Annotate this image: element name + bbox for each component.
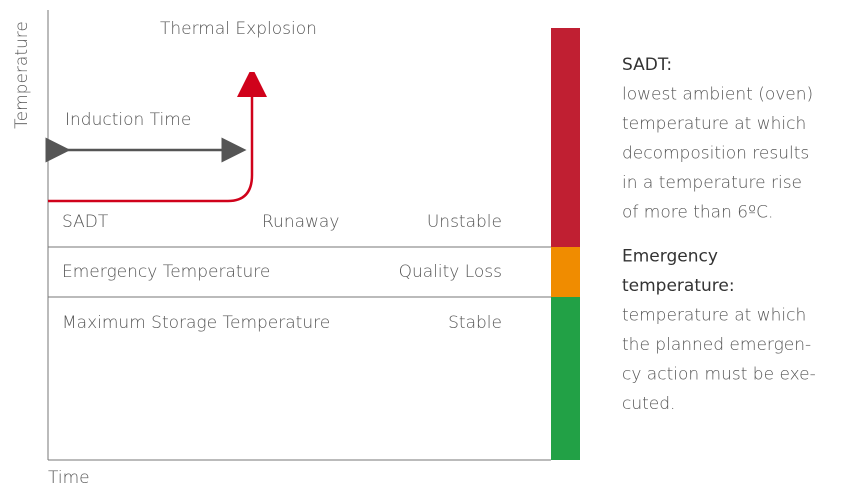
annotation: Thermal Explosion [160, 19, 317, 39]
y-axis-label: Temperature [12, 21, 32, 129]
zone-label: Runaway [262, 212, 339, 232]
definition-line: the planned emergen- [622, 335, 811, 355]
zone-label: SADT [62, 212, 109, 232]
zone-label: Quality Loss [399, 262, 502, 282]
zone-bar-orange [551, 247, 580, 297]
x-axis-label: Time [48, 468, 90, 488]
definition-line: cy action must be exe- [622, 365, 816, 385]
definition-line: temperature at which [622, 114, 806, 134]
definition-term: temperature: [622, 276, 735, 296]
temperature-curve [48, 82, 252, 203]
definition-line: of more than 6ºC. [622, 203, 773, 223]
definition-term: SADT: [622, 55, 672, 75]
definition-line: temperature at which [622, 306, 806, 326]
definition-line: lowest ambient (oven) [622, 85, 813, 105]
annotation: Induction Time [65, 110, 191, 130]
definition-line: cuted. [622, 394, 675, 414]
zone-label: Stable [448, 313, 502, 333]
zone-label: Emergency Temperature [62, 262, 270, 282]
zone-bar-green [551, 297, 580, 460]
definition-line: in a temperature rise [622, 173, 802, 193]
zone-label: Unstable [427, 212, 502, 232]
definition-term: Emergency [622, 247, 718, 267]
zone-label: Maximum Storage Temperature [62, 313, 330, 333]
definition-line: decomposition results [622, 144, 809, 164]
zone-bar-red [551, 28, 580, 247]
definitions: SADT: lowest ambient (oven) temperature at… [622, 55, 816, 414]
